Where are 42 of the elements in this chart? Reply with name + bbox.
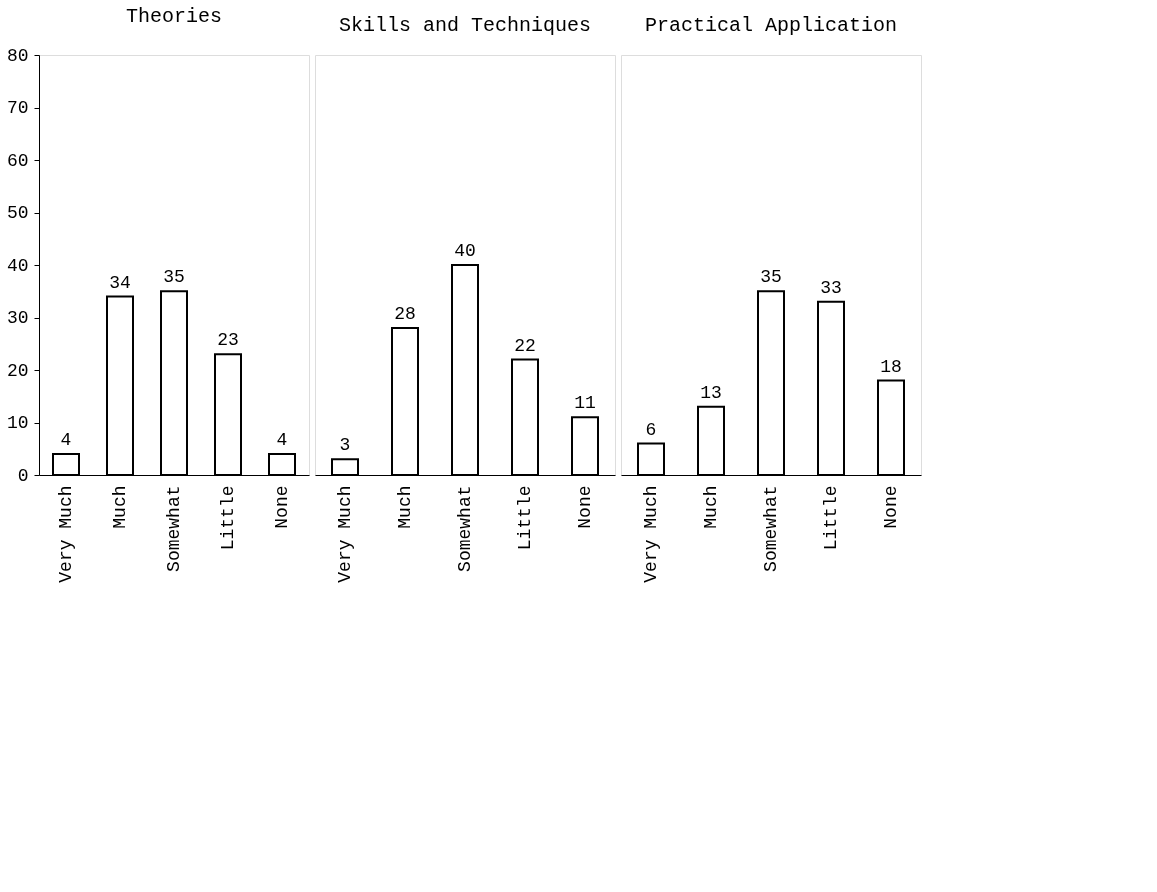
x-tick-label: Little [515,485,535,551]
x-tick-label: None [575,485,595,529]
data-label: 6 [645,419,657,440]
y-tick-label: 60 [6,150,29,171]
y-tick-label: 30 [6,308,29,328]
y-tick-label: 80 [6,45,29,66]
y-tick-label: 0 [17,465,29,486]
data-label: 3 [339,435,351,456]
data-label: 18 [880,356,902,377]
data-label: 40 [454,241,476,261]
x-tick-label: Very Much [56,485,76,583]
x-tick-label: Much [110,485,130,529]
x-tick-label: None [272,485,292,529]
x-tick-label: None [881,485,901,529]
x-tick-label: Somewhat [761,485,781,572]
x-tick-label: Somewhat [455,485,475,572]
x-tick-label: Somewhat [164,485,184,572]
y-tick-label: 50 [6,203,29,223]
chart-title: Practical Application [644,14,898,37]
x-tick-label: Little [821,485,841,551]
x-tick-label: Much [395,485,415,529]
y-tick-label: 40 [6,255,29,276]
chart-title: Skills and Techniques [338,14,592,37]
data-label: 23 [217,330,239,351]
data-label: 4 [60,430,72,450]
data-label: 34 [109,272,131,293]
data-label: 28 [394,304,416,324]
x-tick-label: Much [701,485,721,529]
x-tick-label: Very Much [335,485,355,583]
x-tick-label: Little [218,485,238,551]
data-label: 35 [163,267,185,288]
y-tick-label: 10 [6,413,29,433]
data-label: 33 [820,277,842,298]
data-label: 13 [700,382,722,403]
data-label: 22 [514,335,536,356]
chart-title: Theories [125,5,223,28]
data-label: 35 [760,267,782,288]
y-tick-label: 20 [6,360,29,381]
data-label: 11 [574,393,596,414]
data-label: 4 [276,430,288,450]
x-tick-label: Very Much [641,485,661,583]
y-tick-label: 70 [6,98,29,118]
